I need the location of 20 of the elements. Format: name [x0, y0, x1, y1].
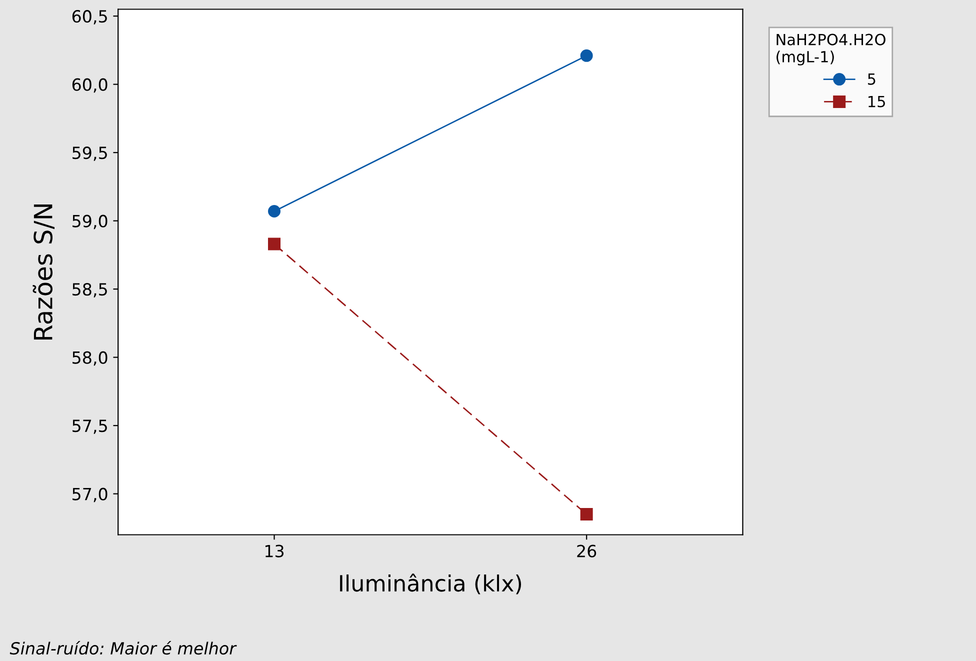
point: [580, 508, 593, 521]
y-tick-label: 57,5: [72, 420, 107, 434]
text: Sinal-ruído: Maior é melhor: [10, 641, 237, 655]
y-tick-label: 58,0: [72, 351, 108, 366]
y-tick-label: 59,0: [72, 214, 108, 230]
point: [580, 49, 593, 62]
y-tick-label: 60,5: [72, 10, 107, 24]
point: [268, 238, 281, 250]
point: [268, 205, 281, 218]
x-tick-label: 13: [265, 544, 284, 558]
y-tick-label: 57,0: [72, 488, 108, 502]
y-tick-label: 60,0: [72, 78, 108, 93]
x-tick-label: 26: [577, 544, 596, 558]
y-tick-label: 59,5: [72, 146, 107, 161]
y-axis-title: Razões S/N: [32, 204, 54, 340]
legend-title: NaH2PO4.H2O (mgL-1): [776, 34, 886, 66]
y-tick-label: 58,5: [72, 283, 107, 298]
legend-label: 15: [868, 96, 885, 108]
legend-label: 5: [868, 74, 876, 85]
x-axis-title: Iluminância (klx): [340, 574, 522, 594]
